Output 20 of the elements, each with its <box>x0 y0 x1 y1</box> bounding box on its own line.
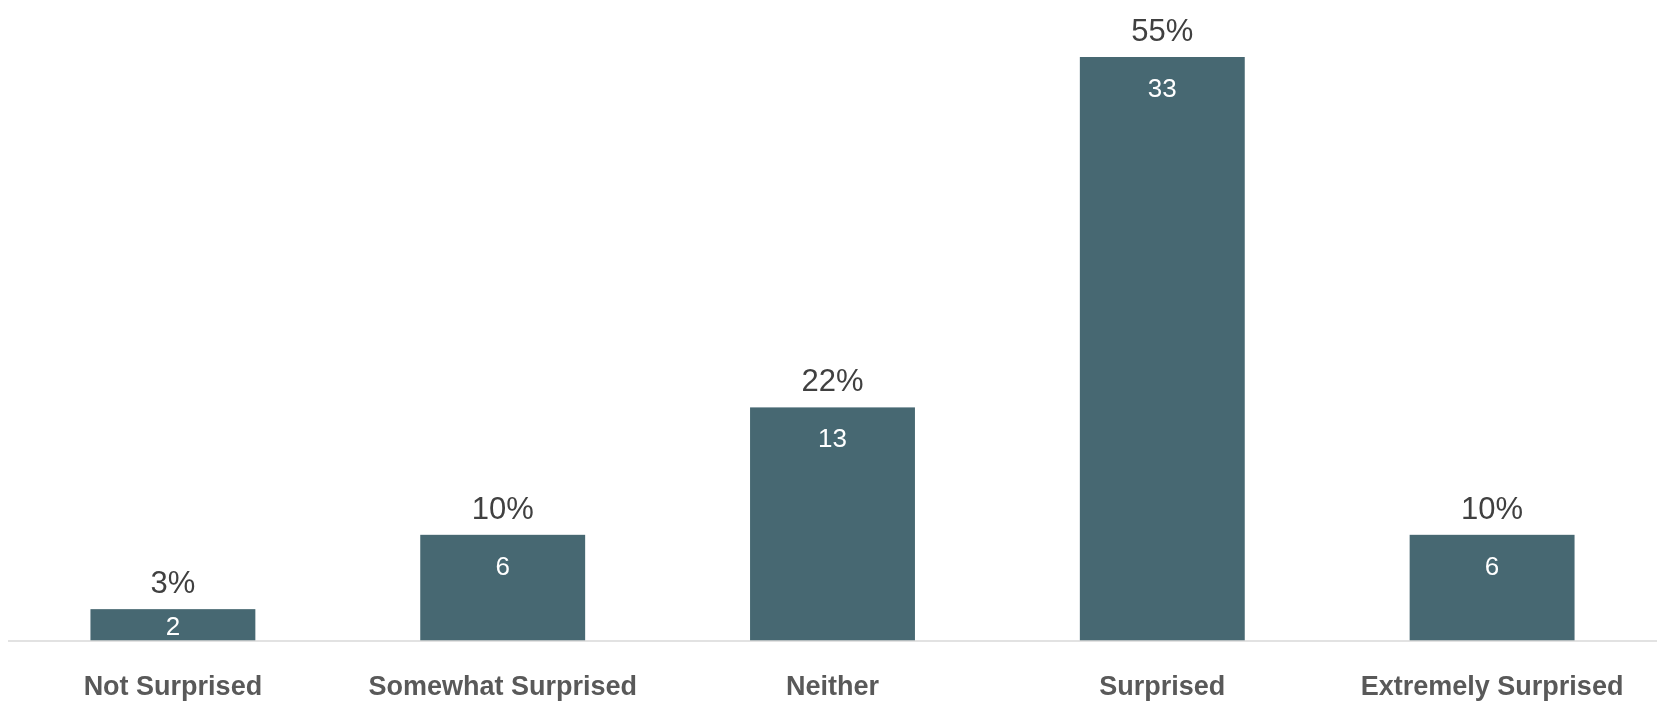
annotation: 6 <box>1484 550 1500 581</box>
data-label: 22% <box>801 363 864 399</box>
x-tick-label: Somewhat Surprised <box>368 671 637 701</box>
annotation: 33 <box>1147 73 1177 103</box>
bar <box>1079 57 1245 641</box>
bar <box>420 534 586 641</box>
annotation: 6 <box>495 550 510 581</box>
bar <box>90 609 256 641</box>
x-tick-label: Surprised <box>1099 671 1226 701</box>
x-tick-label: Extremely Surprised <box>1360 671 1624 701</box>
data-label: 3% <box>150 565 196 601</box>
x-tick-label: Not Surprised <box>83 671 263 701</box>
annotation: 13 <box>818 423 847 454</box>
x-tick-label: Neither <box>785 671 880 701</box>
bar <box>750 407 915 641</box>
data-label: 10% <box>471 490 534 526</box>
bar <box>1409 534 1575 641</box>
data-label: 10% <box>1461 490 1524 526</box>
data-label: 55% <box>1131 13 1194 48</box>
annotation: 2 <box>165 611 181 642</box>
